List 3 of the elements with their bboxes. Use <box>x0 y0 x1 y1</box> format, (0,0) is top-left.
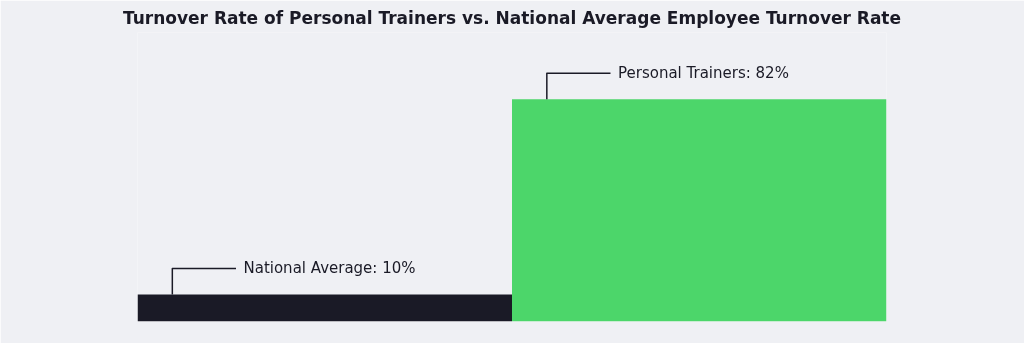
data-label: National Average: 10% <box>243 259 416 278</box>
chart-title: Turnover Rate of Personal Trainers vs. National Average Employee Turnover Rate <box>122 7 902 28</box>
data-label: Personal Trainers: 82% <box>617 64 789 83</box>
